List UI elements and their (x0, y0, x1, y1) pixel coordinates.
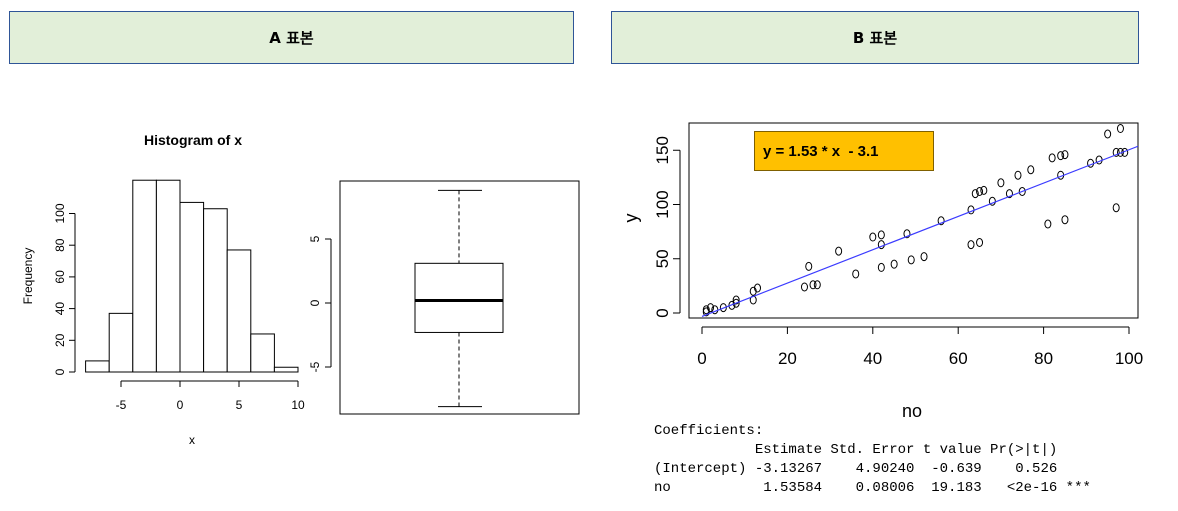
coef-line: Coefficients: (654, 423, 764, 439)
data-point (920, 252, 928, 262)
y-axis-label: y (621, 214, 641, 223)
data-point (980, 185, 988, 195)
data-point (1027, 165, 1035, 175)
data-point (1116, 124, 1124, 134)
data-point (997, 178, 1005, 188)
data-point (890, 259, 898, 269)
data-point (907, 255, 915, 265)
regression-equation-box: y = 1.53 * x - 3.1 (754, 131, 934, 171)
coefficients-output: Coefficients: Estimate Std. Error t valu… (654, 422, 1091, 498)
y-tick-label: 40 (53, 302, 67, 316)
data-point (971, 189, 979, 199)
data-point (877, 262, 885, 272)
x-tick-label: 60 (949, 349, 968, 368)
data-point (1057, 151, 1065, 161)
x-tick-label: 0 (697, 349, 706, 368)
data-point (1112, 203, 1120, 213)
data-point (1044, 219, 1052, 229)
y-tick-label: 60 (53, 270, 67, 284)
histogram-bar (273, 366, 299, 373)
data-point (813, 280, 821, 290)
y-tick-label: 0 (53, 368, 67, 375)
x-axis-label: x (189, 433, 195, 447)
data-point (967, 240, 975, 250)
data-point (1005, 189, 1013, 199)
regression-equation: y = 1.53 * x - 3.1 (763, 142, 879, 160)
y-tick-label: 50 (653, 249, 672, 268)
y-tick-label: -5 (308, 361, 322, 372)
y-axis-label: Frequency (21, 248, 35, 305)
data-point (702, 305, 710, 315)
y-tick-label: 0 (653, 308, 672, 317)
sample-a-header: A 표본 (9, 11, 574, 64)
y-tick-label: 5 (308, 235, 322, 242)
x-tick-label: 10 (291, 398, 305, 412)
data-point (1112, 147, 1120, 157)
sample-a-title: A 표본 (269, 29, 314, 47)
x-tick-label: 100 (1115, 349, 1143, 368)
data-point (809, 280, 817, 290)
data-point (1061, 215, 1069, 225)
data-point (988, 196, 996, 206)
data-point (852, 269, 860, 279)
x-axis-label: no (902, 401, 922, 421)
sample-b-header: B 표본 (611, 11, 1139, 64)
data-point (903, 229, 911, 239)
x-tick-label: 5 (236, 398, 243, 412)
sample-b-title: B 표본 (852, 29, 898, 47)
data-point (869, 232, 877, 242)
data-point (800, 282, 808, 292)
plot-frame (688, 122, 1139, 319)
y-tick-label: 0 (308, 299, 322, 306)
x-tick-label: 0 (177, 398, 184, 412)
coef-line: (Intercept) -3.13267 4.90240 -0.639 0.52… (654, 461, 1058, 477)
y-tick-label: 20 (53, 333, 67, 347)
data-point (1018, 186, 1026, 196)
coef-line: Estimate Std. Error t value Pr(>|t|) (654, 442, 1058, 458)
y-tick-label: 100 (53, 203, 67, 223)
x-tick-label: 80 (1034, 349, 1053, 368)
data-point (976, 237, 984, 247)
data-point (732, 295, 740, 305)
data-point (1061, 150, 1069, 160)
data-point (937, 216, 945, 226)
data-point (754, 283, 762, 293)
data-point (707, 303, 715, 313)
data-point (1014, 170, 1022, 180)
data-point (835, 246, 843, 256)
data-point (1104, 129, 1112, 139)
box-iqr (414, 262, 504, 333)
y-tick-label: 100 (653, 190, 672, 218)
x-tick-label: 20 (778, 349, 797, 368)
y-tick-label: 150 (653, 136, 672, 164)
data-point (976, 186, 984, 196)
coef-line: no 1.53584 0.08006 19.183 <2e-16 *** (654, 480, 1091, 496)
data-point (805, 261, 813, 271)
histogram-bar (250, 333, 275, 373)
histogram-bar (226, 249, 252, 373)
x-tick-label: 40 (863, 349, 882, 368)
y-tick-label: 80 (53, 238, 67, 252)
data-point (719, 303, 727, 313)
plot-frame (339, 180, 580, 415)
x-tick-label: -5 (116, 398, 127, 412)
histogram-title: Histogram of x (144, 132, 242, 148)
regression-line (701, 145, 1139, 317)
data-point (1048, 153, 1056, 163)
data-point (877, 230, 885, 240)
data-point (732, 298, 740, 308)
